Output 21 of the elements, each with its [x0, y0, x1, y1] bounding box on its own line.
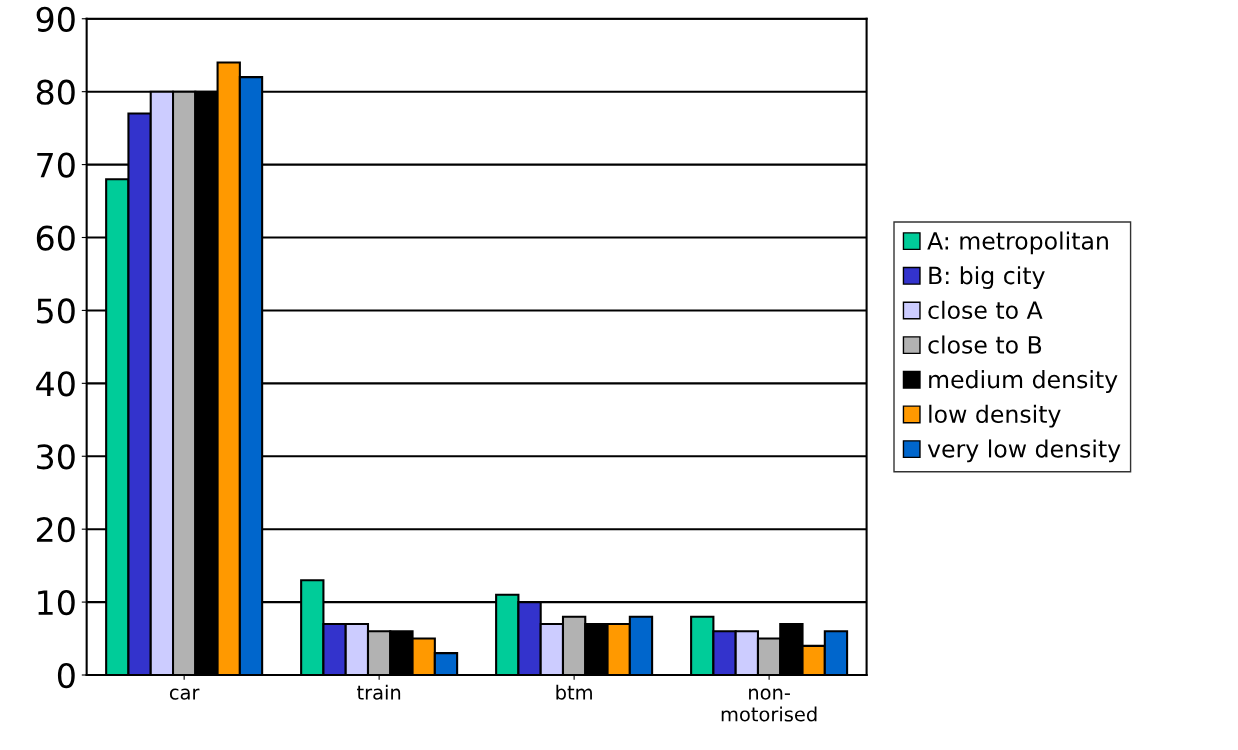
- legend-label: low density: [929, 404, 1061, 428]
- legend-label: close to A: [928, 300, 1043, 320]
- y-tick-label: 70: [37, 152, 75, 178]
- y-tick-label: 60: [36, 225, 75, 251]
- y-tick-label: 50: [37, 298, 75, 324]
- y-tick-label: 10: [38, 590, 75, 616]
- x-tick-label: non- motorised: [721, 688, 817, 722]
- y-tick-label: 30: [37, 444, 75, 470]
- y-tick-label: 90: [36, 6, 75, 32]
- legend-label: B: big city: [929, 266, 1045, 289]
- legend-label: A: metropolitan: [927, 231, 1108, 255]
- x-tick-label: train: [357, 684, 401, 700]
- y-tick-label: 80: [36, 79, 75, 105]
- legend-label: medium density: [929, 370, 1118, 393]
- x-tick-label: btm: [556, 684, 592, 700]
- y-tick-label: 40: [36, 371, 75, 397]
- legend-label: very low density: [927, 439, 1121, 463]
- y-tick-label: 0: [57, 662, 75, 689]
- x-tick-label: car: [169, 688, 200, 700]
- y-tick-label: 20: [36, 517, 75, 543]
- legend-label: close to B: [928, 335, 1042, 354]
